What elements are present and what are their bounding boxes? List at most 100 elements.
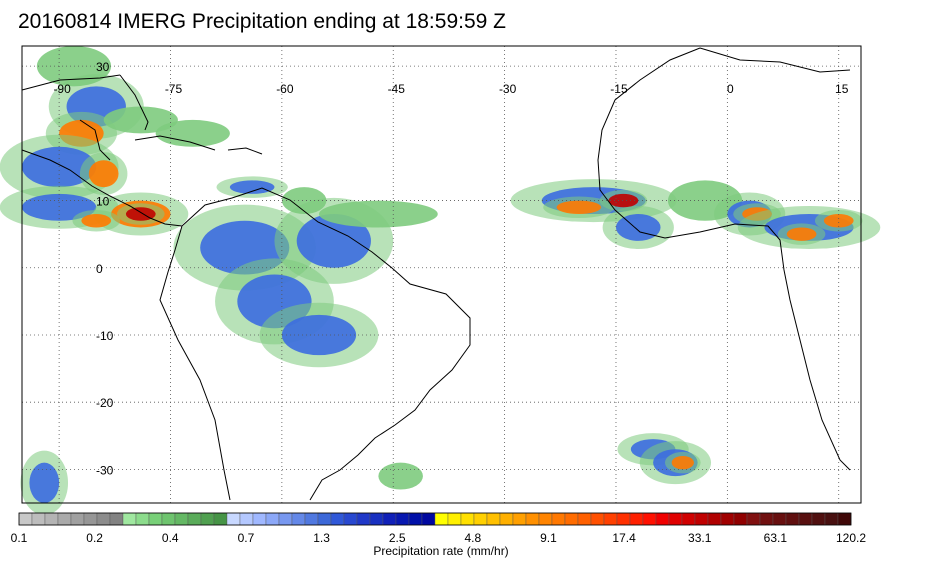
colorbar-tick-label: 2.5 [389, 531, 406, 545]
colorbar-tick-label: 120.2 [836, 531, 866, 545]
lat-tick-label: -30 [96, 463, 114, 477]
colorbar-swatch [642, 512, 657, 526]
colorbar-swatch [226, 512, 241, 526]
precip-cell-light [378, 462, 423, 490]
colorbar-swatch [577, 512, 592, 526]
colorbar-swatch [486, 512, 501, 526]
colorbar-tick-label: 0.4 [162, 531, 179, 545]
lon-tick-label: 15 [835, 82, 849, 96]
colorbar-swatch [525, 512, 540, 526]
colorbar-swatch [330, 512, 345, 526]
africa-coast [597, 47, 851, 471]
colorbar-swatch [473, 512, 488, 526]
colorbar-swatch [759, 512, 774, 526]
lat-tick-label: -20 [96, 396, 114, 410]
colorbar-tick-label: 4.8 [464, 531, 481, 545]
colorbar-swatch [798, 512, 813, 526]
colorbar-swatch [499, 512, 514, 526]
colorbar-swatch [785, 512, 800, 526]
colorbar-tick-label: 63.1 [764, 531, 788, 545]
gulf-coast [21, 74, 121, 91]
colorbar-swatch [512, 512, 527, 526]
hispaniola-coast [227, 147, 263, 155]
lon-tick-label: -15 [610, 82, 628, 96]
precip-cell-moderate [296, 214, 371, 268]
colorbar-swatch [681, 512, 696, 526]
colorbar-swatch [187, 512, 202, 526]
colorbar-tick-label: 9.1 [540, 531, 557, 545]
colorbar-swatch [707, 512, 722, 526]
colorbar-swatch [148, 512, 163, 526]
colorbar-swatch [31, 512, 46, 526]
colorbar-tick-label: 1.3 [313, 531, 330, 545]
colorbar-swatch [720, 512, 735, 526]
colorbar-swatch [733, 512, 748, 526]
coastlines [21, 47, 851, 501]
colorbar-swatch [109, 512, 124, 526]
lat-tick-label: 10 [96, 195, 110, 209]
lon-tick-label: -45 [388, 82, 406, 96]
colorbar-label: Precipitation rate (mm/hr) [373, 544, 508, 558]
colorbar-swatch [161, 512, 176, 526]
colorbar-swatch [551, 512, 566, 526]
colorbar-swatches [18, 512, 852, 526]
colorbar-swatch [668, 512, 683, 526]
colorbar-swatch [382, 512, 397, 526]
lon-tick-label: -90 [53, 82, 71, 96]
colorbar-swatch [317, 512, 332, 526]
colorbar-swatch [96, 512, 111, 526]
south-america-coast [181, 187, 471, 501]
colorbar-swatch [590, 512, 605, 526]
colorbar-swatch [57, 512, 72, 526]
colorbar-swatch [122, 512, 137, 526]
colorbar-swatch [135, 512, 150, 526]
precip-cell-moderate [22, 193, 97, 221]
colorbar-swatch [421, 512, 436, 526]
precip-cell-extreme [608, 193, 639, 208]
colorbar-swatch [200, 512, 215, 526]
colorbar-swatch [44, 512, 59, 526]
colorbar-swatch [603, 512, 618, 526]
colorbar-swatch [265, 512, 280, 526]
south-america-west-coast [159, 225, 231, 501]
colorbar-swatch [213, 512, 228, 526]
florida-coast [119, 74, 149, 131]
colorbar-swatch [304, 512, 319, 526]
central-america-coast [21, 149, 183, 227]
colorbar-tick-label: 0.1 [11, 531, 28, 545]
precip-cell-light [318, 200, 438, 228]
colorbar-tick-label: 33.1 [688, 531, 712, 545]
precip-cell-moderate [229, 180, 275, 194]
lon-tick-label: -30 [499, 82, 517, 96]
colorbar-swatch [18, 512, 33, 526]
colorbar-swatch [694, 512, 709, 526]
colorbar-swatch [824, 512, 839, 526]
colorbar-tick-label: 0.7 [238, 531, 255, 545]
lon-tick-label: -60 [276, 82, 294, 96]
colorbar-swatch [408, 512, 423, 526]
precip-cell-moderate [29, 462, 60, 503]
colorbar-swatch [395, 512, 410, 526]
precip-cell-heavy [88, 160, 119, 188]
map-frame [21, 45, 862, 504]
colorbar-swatch [629, 512, 644, 526]
colorbar-swatch [538, 512, 553, 526]
lat-tick-label: 30 [96, 60, 110, 74]
colorbar-swatch [447, 512, 462, 526]
precip-cell-heavy [556, 200, 602, 215]
yucatan-coast [79, 119, 111, 161]
colorbar-swatch [655, 512, 670, 526]
colorbar-swatch [837, 512, 852, 526]
colorbar-tick-label: 17.4 [612, 531, 636, 545]
graticule [22, 46, 861, 503]
colorbar-swatch [811, 512, 826, 526]
colorbar-swatch [343, 512, 358, 526]
lon-tick-label: 0 [727, 82, 734, 96]
colorbar-swatch [746, 512, 761, 526]
cuba-coast [134, 135, 216, 151]
colorbar-swatch [616, 512, 631, 526]
colorbar-swatch [291, 512, 306, 526]
colorbar-tick-label: 0.2 [86, 531, 103, 545]
lat-tick-label: -10 [96, 329, 114, 343]
